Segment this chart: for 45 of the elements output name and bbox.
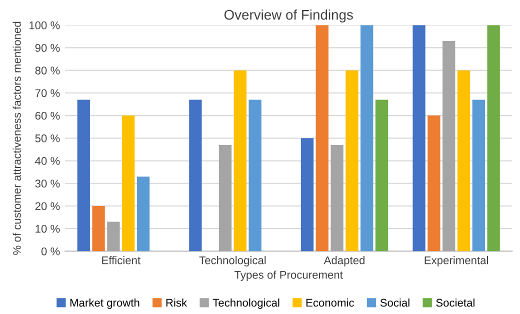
bar — [77, 100, 90, 252]
y-tick-label: 60 % — [35, 112, 60, 120]
x-tick-label: Experimental — [424, 256, 488, 266]
y-tick-label: 100 % — [29, 21, 60, 30]
y-tick-label: 70 % — [35, 89, 60, 98]
x-tick-label: Technological — [199, 256, 266, 266]
bar — [487, 25, 500, 252]
bar — [300, 138, 314, 252]
legend-label: Market growth — [70, 298, 140, 309]
legend-label: Economic — [306, 298, 354, 307]
bar — [136, 176, 150, 252]
x-tick-label: Adapted — [324, 256, 364, 266]
x-tick-label: Efficient — [102, 256, 140, 264]
chart-title: Overview of Findings — [224, 10, 353, 22]
bar — [360, 25, 374, 252]
y-tick-label: 80 % — [35, 66, 60, 74]
legend-label: Societal — [436, 298, 474, 307]
bar — [189, 100, 202, 252]
bar — [330, 144, 344, 252]
x-axis-title: Types of Procurement — [234, 270, 343, 281]
legend-label: Technological — [212, 298, 280, 309]
legend-label: Risk — [166, 298, 188, 307]
bar — [122, 116, 135, 252]
bar — [346, 70, 358, 252]
bar — [107, 222, 120, 252]
bar — [92, 206, 105, 252]
bar — [457, 70, 470, 252]
y-tick-label: 90 % — [35, 44, 60, 52]
bar — [234, 70, 246, 252]
bar — [375, 100, 388, 252]
bar — [316, 25, 328, 252]
legend-label: Social — [380, 298, 410, 307]
bar — [442, 40, 456, 252]
y-tick-label: 0 % — [41, 247, 60, 256]
y-tick-label: 10 % — [36, 224, 60, 233]
bar — [412, 25, 426, 252]
bar — [472, 100, 485, 252]
y-tick-label: 20 % — [35, 202, 60, 210]
y-axis-title: % of customer attractiveness factors mentioned — [12, 22, 21, 255]
bar — [428, 116, 440, 252]
y-tick-label: 40 % — [35, 157, 60, 165]
y-tick-label: 30 % — [35, 180, 60, 188]
y-tick-label: 50 % — [35, 134, 60, 142]
bar — [218, 144, 232, 252]
bar — [248, 100, 262, 252]
